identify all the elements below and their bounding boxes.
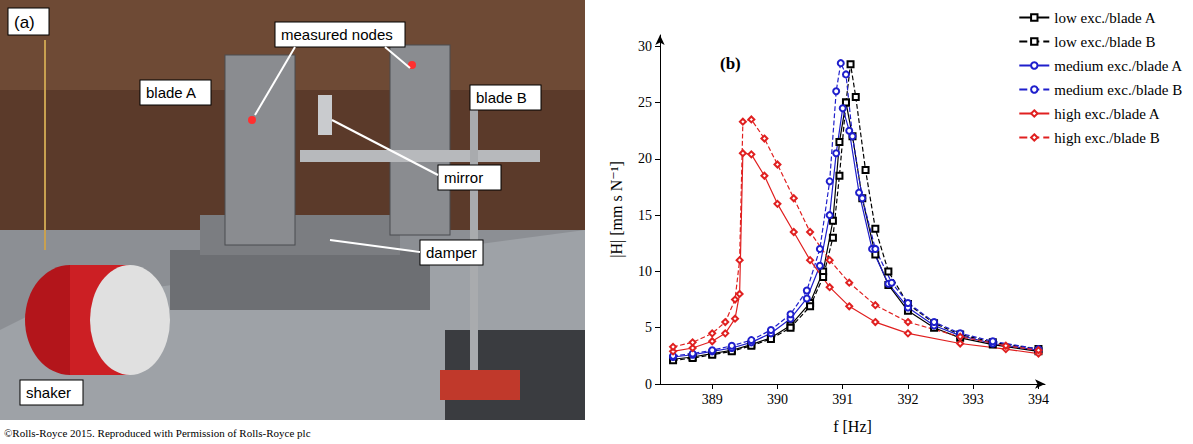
svg-text:damper: damper [426, 244, 477, 261]
svg-text:30: 30 [638, 39, 652, 54]
svg-text:medium exc./blade A: medium exc./blade A [1054, 58, 1182, 74]
svg-text:low exc./blade A: low exc./blade A [1054, 10, 1155, 26]
svg-text:389: 389 [702, 392, 723, 407]
svg-text:©Rolls-Royce 2015. Reproduced: ©Rolls-Royce 2015. Reproduced with Permi… [4, 427, 311, 439]
svg-text:medium exc./blade B: medium exc./blade B [1054, 82, 1182, 98]
svg-text:shaker: shaker [26, 384, 71, 401]
svg-text:high exc./blade B: high exc./blade B [1054, 130, 1159, 146]
svg-text:(b): (b) [720, 54, 741, 73]
svg-text:high exc./blade A: high exc./blade A [1054, 106, 1160, 122]
svg-text:blade A: blade A [146, 84, 196, 101]
svg-text:393: 393 [963, 392, 984, 407]
svg-text:20: 20 [638, 151, 652, 166]
svg-text:15: 15 [638, 208, 652, 223]
svg-text:measured nodes: measured nodes [281, 26, 393, 43]
svg-text:|H| [mm s N⁻¹]: |H| [mm s N⁻¹] [608, 161, 626, 258]
svg-text:f [Hz]: f [Hz] [833, 418, 872, 435]
svg-text:low exc./blade B: low exc./blade B [1054, 34, 1155, 50]
svg-text:392: 392 [897, 392, 918, 407]
svg-text:mirror: mirror [444, 169, 483, 186]
svg-text:5: 5 [645, 320, 652, 335]
svg-text:10: 10 [638, 264, 652, 279]
svg-text:390: 390 [767, 392, 788, 407]
svg-text:25: 25 [638, 95, 652, 110]
svg-text:391: 391 [832, 392, 853, 407]
svg-text:blade B: blade B [476, 89, 527, 106]
svg-text:0: 0 [645, 377, 652, 392]
svg-text:(a): (a) [14, 13, 35, 32]
svg-text:394: 394 [1028, 392, 1049, 407]
